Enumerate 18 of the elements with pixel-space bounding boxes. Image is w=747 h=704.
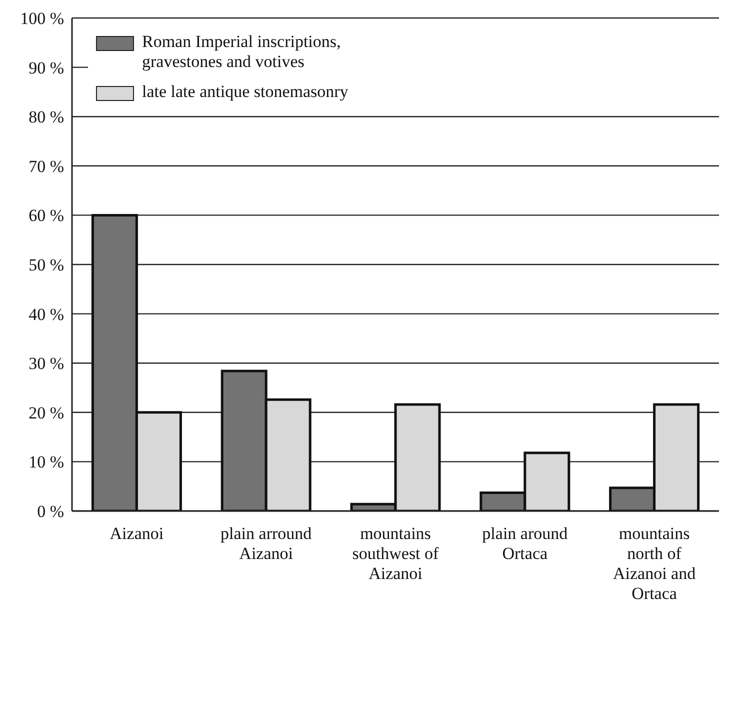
y-tick-label: 20 % [28,403,64,422]
x-tick-label: Aizanoi [110,524,164,543]
legend-label: Roman Imperial inscriptions, gravestones and votives [142,32,342,72]
y-tick-label: 100 % [20,9,64,28]
x-tick-label: mountains north of Aizanoi and Ortaca [612,524,696,603]
y-tick-label: 10 % [28,452,64,472]
y-tick-label: 60 % [28,206,64,226]
y-tick-label: 70 % [28,156,64,176]
x-tick-label: plain arround Aizanoi [220,524,312,563]
y-tick-label: 80 % [28,108,64,127]
y-tick-label: 90 % [28,58,64,78]
y-tick-label: 30 % [28,354,64,374]
y-tick-label: 50 % [28,256,64,275]
x-tick-label: plain around Ortaca [482,524,568,563]
legend-label: late late antique stonemasonry [142,82,348,102]
y-tick-label: 40 % [28,304,64,324]
y-tick-label: 0 % [37,502,64,522]
x-tick-label: mountains southwest of Aizanoi [352,524,440,583]
